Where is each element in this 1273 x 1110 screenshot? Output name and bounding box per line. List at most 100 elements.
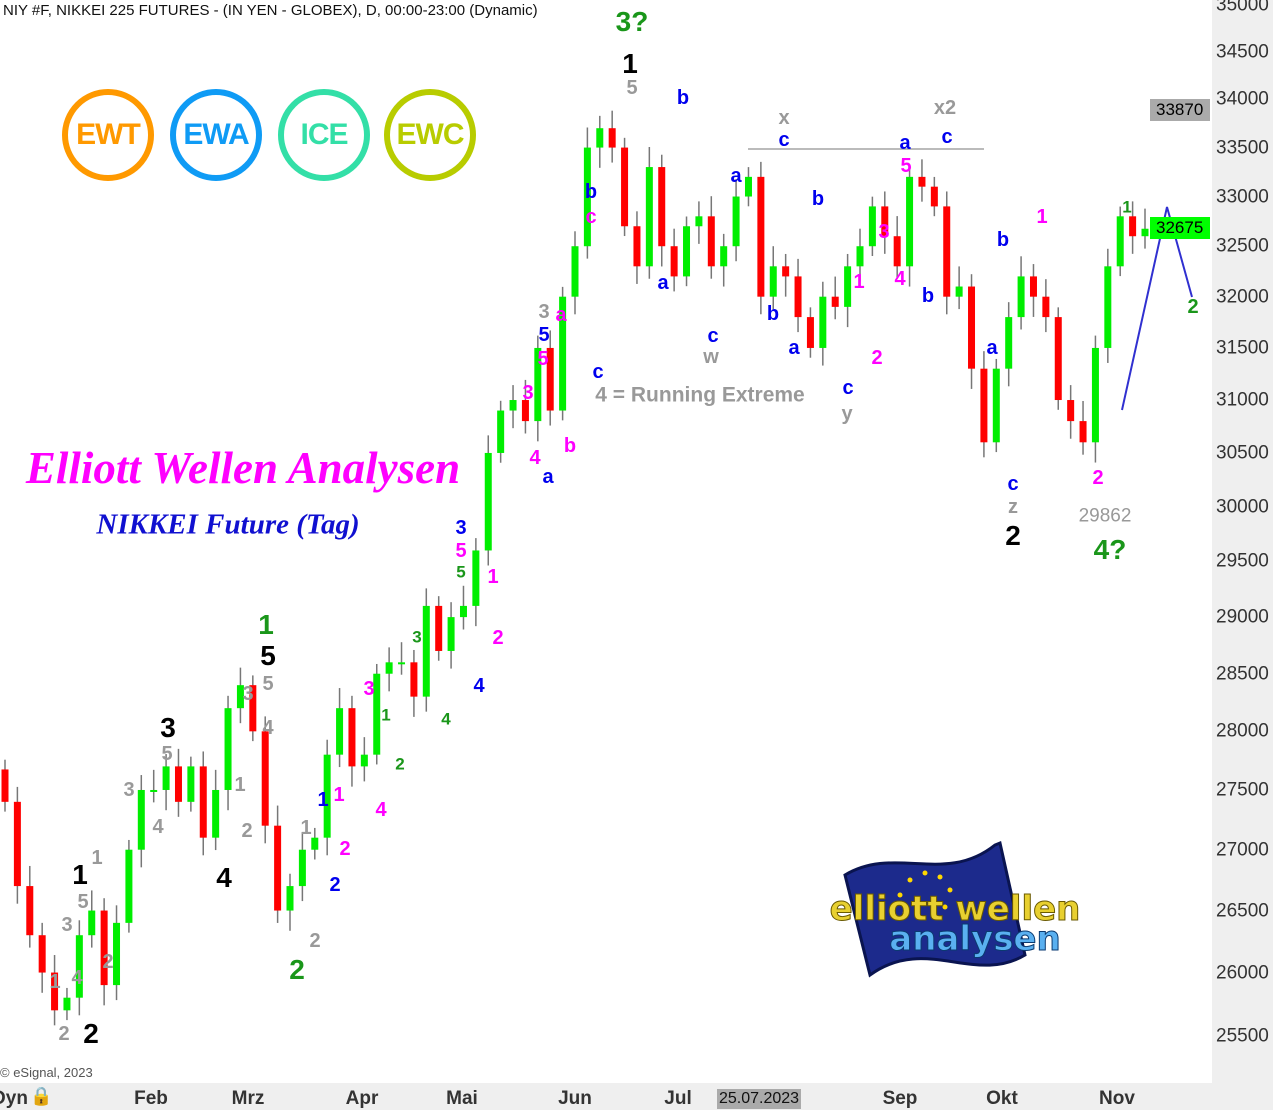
candle bbox=[472, 550, 480, 606]
candle bbox=[732, 196, 740, 247]
wave-label: 1 bbox=[333, 784, 345, 806]
x-tick: Jun bbox=[558, 1088, 592, 1109]
candle bbox=[744, 176, 752, 197]
copyright: © eSignal, 2023 bbox=[0, 1065, 93, 1080]
wave-label: 2 bbox=[58, 1023, 70, 1045]
candle bbox=[385, 662, 393, 674]
wave-label: 4 bbox=[152, 816, 164, 838]
candle bbox=[1029, 276, 1037, 297]
wave-label: 2 bbox=[289, 954, 305, 985]
wave-label: 4 bbox=[529, 447, 541, 469]
candle bbox=[100, 910, 108, 986]
badge-ewc: EWC bbox=[384, 89, 476, 181]
wave-label: 5 bbox=[537, 348, 549, 370]
wave-label: 3 bbox=[412, 627, 422, 647]
wave-label: 1 bbox=[1036, 206, 1048, 228]
candle bbox=[509, 400, 517, 411]
wave-label: b bbox=[676, 87, 690, 109]
wave-label: b bbox=[563, 435, 577, 457]
wave-label: 1 bbox=[49, 971, 61, 993]
candle bbox=[323, 754, 331, 838]
time-axis[interactable] bbox=[0, 1083, 1273, 1110]
wave-label: 5 bbox=[538, 324, 550, 346]
wave-label: 5 bbox=[456, 562, 466, 582]
wave-label: 2 bbox=[102, 951, 114, 973]
wave-label: 2 bbox=[1092, 467, 1104, 489]
candle bbox=[769, 266, 777, 297]
price-axis[interactable] bbox=[1212, 0, 1273, 1083]
y-tick: 28000 bbox=[1216, 720, 1269, 742]
candle bbox=[1116, 216, 1124, 267]
wave-label: 4 bbox=[262, 717, 274, 739]
wave-label: 3 bbox=[538, 301, 550, 323]
wave-label: w bbox=[703, 346, 719, 368]
wave-label: 5 bbox=[161, 743, 173, 765]
candle bbox=[583, 147, 591, 247]
candle bbox=[695, 216, 703, 227]
badge-ewt: EWT bbox=[62, 89, 154, 181]
candle bbox=[360, 754, 368, 767]
y-tick: 30000 bbox=[1216, 496, 1269, 518]
last-price-tag: 32675 bbox=[1150, 217, 1210, 239]
x-tick: Mai bbox=[446, 1088, 478, 1109]
wave-label: 4 bbox=[441, 709, 451, 729]
x-tick: Nov bbox=[1099, 1088, 1135, 1109]
wave-label: y bbox=[841, 403, 853, 425]
wave-label: 4 bbox=[375, 799, 387, 821]
candle bbox=[286, 886, 294, 911]
wave-label: 4? bbox=[1093, 534, 1127, 565]
candle bbox=[1005, 317, 1013, 369]
candle bbox=[51, 972, 59, 1011]
wave-label: 3 bbox=[878, 221, 890, 243]
candle bbox=[658, 167, 666, 247]
candle bbox=[88, 910, 96, 936]
y-tick: 25500 bbox=[1216, 1025, 1269, 1047]
badge-ewa: EWA bbox=[170, 89, 262, 181]
candle bbox=[1017, 276, 1025, 318]
wave-label: 2 bbox=[329, 874, 341, 896]
candle bbox=[1141, 228, 1149, 237]
wave-label: a bbox=[555, 304, 567, 326]
candle bbox=[26, 886, 34, 936]
x-tick: Apr bbox=[345, 1088, 379, 1109]
wave-label: 3 bbox=[242, 683, 254, 705]
candle bbox=[212, 789, 220, 838]
projection-line bbox=[1121, 206, 1193, 411]
candle bbox=[534, 347, 542, 422]
wave-label: b bbox=[996, 229, 1010, 251]
wave-label: 3 bbox=[160, 712, 176, 743]
candle bbox=[162, 766, 170, 790]
wave-label: 1 bbox=[1122, 197, 1132, 217]
y-tick: 29000 bbox=[1216, 606, 1269, 628]
candle bbox=[1042, 296, 1050, 318]
y-tick: 29500 bbox=[1216, 550, 1269, 572]
y-tick: 26000 bbox=[1216, 962, 1269, 984]
candle bbox=[249, 685, 257, 732]
candle bbox=[38, 935, 46, 973]
x-tick: Feb bbox=[134, 1088, 168, 1109]
y-tick: 34500 bbox=[1216, 41, 1269, 63]
wave-label: 3 bbox=[455, 517, 467, 539]
lock-icon[interactable]: 🔒 bbox=[30, 1086, 53, 1106]
candle bbox=[298, 849, 306, 887]
wave-label: 4 bbox=[216, 862, 232, 893]
wave-label: x2 bbox=[933, 97, 957, 119]
candle bbox=[497, 410, 505, 453]
candle bbox=[336, 708, 344, 755]
wave-label: b bbox=[766, 303, 780, 325]
wave-label: 1 bbox=[317, 789, 329, 811]
candle bbox=[819, 296, 827, 348]
wave-label: 2 bbox=[1187, 296, 1199, 318]
wave-label: c bbox=[778, 129, 790, 151]
x-tick: Okt bbox=[986, 1088, 1018, 1109]
chart-header: NIY #F, NIKKEI 225 FUTURES - (IN YEN - G… bbox=[3, 2, 538, 19]
y-tick: 27000 bbox=[1216, 839, 1269, 861]
wave-label: c bbox=[941, 126, 953, 148]
candle bbox=[150, 789, 158, 792]
candle bbox=[992, 368, 1000, 443]
candle bbox=[968, 286, 976, 369]
price-chart[interactable] bbox=[0, 0, 1212, 1083]
wave-label: 5 bbox=[900, 155, 912, 177]
candle bbox=[633, 226, 641, 267]
candle bbox=[1091, 347, 1099, 443]
